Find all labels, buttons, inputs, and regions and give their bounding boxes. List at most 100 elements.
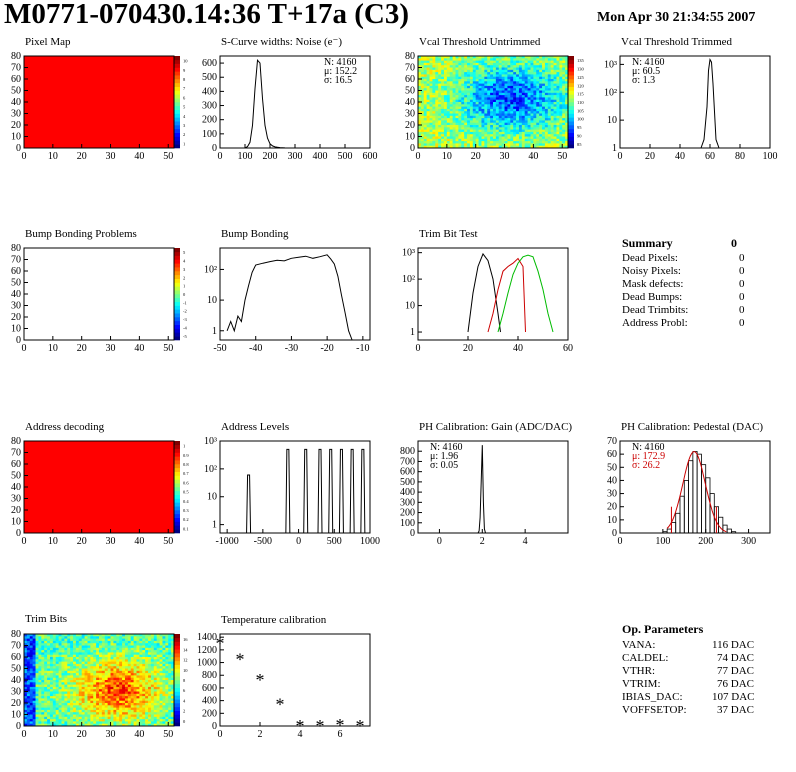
heatmap-cell bbox=[446, 97, 451, 101]
heatmap-cell bbox=[487, 129, 491, 133]
heatmap-cell bbox=[542, 90, 546, 94]
heatmap-cell bbox=[150, 670, 155, 674]
heatmap-cell bbox=[96, 663, 100, 667]
heatmap-cell bbox=[127, 686, 132, 690]
heatmap-cell bbox=[55, 693, 60, 697]
heatmap-cell bbox=[136, 666, 140, 669]
heatmap-cell bbox=[156, 723, 160, 727]
y-tick-label: 10 bbox=[207, 492, 217, 503]
heatmap-cell bbox=[32, 636, 36, 639]
y-tick-label: 700 bbox=[400, 456, 415, 467]
heatmap-cell bbox=[418, 85, 422, 89]
heatmap-cell bbox=[165, 716, 169, 720]
heatmap-cell bbox=[438, 65, 442, 68]
heatmap-cell bbox=[52, 638, 57, 642]
heatmap-cell bbox=[565, 56, 569, 59]
heatmap-cell bbox=[107, 684, 111, 688]
heatmap-cell bbox=[139, 652, 143, 656]
heatmap-cell bbox=[96, 682, 100, 685]
heatmap-cell bbox=[41, 657, 45, 660]
heatmap-cell bbox=[130, 675, 135, 679]
heatmap-cell bbox=[52, 689, 57, 692]
heatmap-cell bbox=[562, 125, 566, 128]
heatmap-cell bbox=[159, 657, 163, 660]
heatmap-cell bbox=[130, 714, 135, 718]
heatmap-cell bbox=[87, 714, 91, 718]
color-scale-band bbox=[568, 79, 574, 84]
color-scale-band bbox=[174, 460, 180, 465]
heatmap-cell bbox=[449, 138, 454, 142]
heatmap-cell bbox=[550, 134, 554, 137]
heatmap-cell bbox=[536, 143, 540, 147]
temperature-point: * bbox=[296, 716, 305, 736]
heatmap-cell bbox=[90, 643, 94, 646]
heatmap-cell bbox=[159, 719, 163, 722]
heatmap-cell bbox=[116, 638, 120, 642]
heatmap-cell bbox=[38, 689, 42, 692]
heatmap-cell bbox=[145, 721, 149, 725]
heatmap-cell bbox=[559, 99, 563, 103]
heatmap-cell bbox=[429, 125, 433, 128]
heatmap-cell bbox=[420, 69, 425, 73]
heatmap-cell bbox=[70, 691, 74, 695]
heatmap-cell bbox=[423, 122, 428, 126]
heatmap-cell bbox=[475, 60, 479, 64]
heatmap-cell bbox=[38, 682, 42, 685]
heatmap-cell bbox=[122, 647, 126, 651]
heatmap-cell bbox=[429, 83, 433, 87]
heatmap-cell bbox=[553, 131, 557, 135]
heatmap-cell bbox=[455, 136, 459, 140]
heatmap-cell bbox=[29, 668, 34, 672]
heatmap-cell bbox=[75, 703, 80, 706]
heatmap-cell bbox=[559, 131, 563, 135]
heatmap-cell bbox=[521, 85, 526, 89]
heatmap-cell bbox=[87, 657, 91, 660]
heatmap-cell bbox=[70, 652, 74, 656]
heatmap-cell bbox=[516, 118, 520, 121]
color-scale-band bbox=[174, 71, 180, 76]
heatmap-cell bbox=[533, 104, 537, 107]
heatmap-cell bbox=[159, 636, 163, 639]
color-scale-band bbox=[174, 494, 180, 499]
summary-row-label: Dead Bumps: bbox=[622, 290, 683, 303]
heatmap-cell bbox=[441, 138, 445, 142]
heatmap-cell bbox=[435, 92, 439, 96]
heatmap-cell bbox=[110, 659, 114, 662]
heatmap-cell bbox=[75, 700, 80, 704]
heatmap-cell bbox=[113, 652, 117, 656]
heatmap-cell bbox=[418, 81, 422, 84]
heatmap-cell bbox=[513, 145, 517, 149]
heatmap-cell bbox=[110, 645, 114, 649]
vcal-trimmed-title: Vcal Threshold Trimmed bbox=[621, 36, 733, 48]
heatmap-cell bbox=[64, 677, 68, 681]
heatmap-cell bbox=[544, 113, 549, 117]
heatmap-cell bbox=[446, 58, 451, 61]
heatmap-cell bbox=[150, 663, 155, 667]
heatmap-cell bbox=[90, 675, 94, 679]
heatmap-cell bbox=[455, 106, 459, 110]
heatmap-cell bbox=[490, 76, 494, 80]
color-scale-band bbox=[174, 286, 180, 291]
heatmap-cell bbox=[41, 696, 45, 699]
heatmap-cell bbox=[510, 74, 514, 78]
heatmap-cell bbox=[142, 689, 146, 692]
heatmap-cell bbox=[156, 675, 160, 679]
heatmap-cell bbox=[104, 712, 109, 715]
heatmap-cell bbox=[142, 686, 146, 690]
heatmap-cell bbox=[90, 650, 94, 653]
heatmap-cell bbox=[464, 111, 468, 114]
heatmap-cell bbox=[443, 136, 448, 140]
heatmap-cell bbox=[559, 143, 563, 147]
heatmap-cell bbox=[130, 645, 135, 649]
summary-row-value: 0 bbox=[739, 252, 745, 264]
heatmap-cell bbox=[107, 691, 111, 695]
heatmap-cell bbox=[493, 95, 497, 98]
heatmap-cell bbox=[530, 108, 534, 112]
heatmap-cell bbox=[423, 136, 428, 140]
heatmap-cell bbox=[52, 645, 57, 649]
heatmap-cell bbox=[458, 97, 462, 101]
x-tick-label: 30 bbox=[106, 729, 116, 740]
heatmap-cell bbox=[52, 650, 57, 653]
pedestal-bar bbox=[692, 451, 698, 534]
heatmap-cell bbox=[130, 693, 135, 697]
